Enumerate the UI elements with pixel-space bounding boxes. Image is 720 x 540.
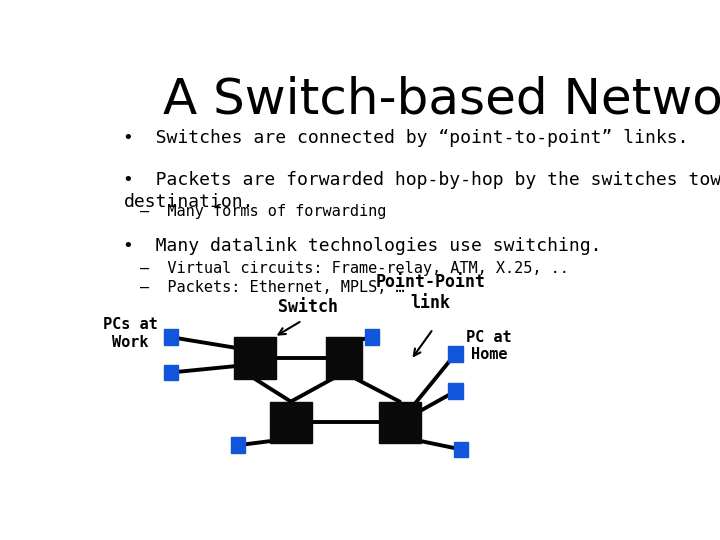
Bar (163, 364, 178, 380)
Bar (325, 337, 362, 379)
Bar (230, 437, 245, 453)
Text: •  Switches are connected by “point-to-point” links.: • Switches are connected by “point-to-po… (124, 129, 689, 147)
Text: PCs at
Work: PCs at Work (103, 317, 158, 349)
Text: Switch: Switch (278, 299, 338, 316)
Bar (364, 329, 379, 345)
Text: Point-Point
link: Point-Point link (375, 273, 485, 312)
Text: •  Many datalink technologies use switching.: • Many datalink technologies use switchi… (124, 238, 602, 255)
Bar (379, 402, 420, 443)
Bar (454, 442, 468, 457)
Bar (163, 329, 178, 345)
Text: –  Virtual circuits: Frame-relay, ATM, X.25, ..: – Virtual circuits: Frame-relay, ATM, X.… (140, 261, 569, 276)
Text: PC at
Home: PC at Home (466, 330, 512, 362)
Text: A Switch-based Network: A Switch-based Network (163, 75, 720, 123)
Text: –  Many forms of forwarding: – Many forms of forwarding (140, 204, 387, 219)
Text: –  Packets: Ethernet, MPLS, …: – Packets: Ethernet, MPLS, … (140, 280, 405, 295)
Bar (449, 346, 463, 362)
Bar (270, 402, 312, 443)
Text: •  Packets are forwarded hop-by-hop by the switches towards the
destination.: • Packets are forwarded hop-by-hop by th… (124, 171, 720, 211)
Bar (449, 383, 463, 399)
Bar (234, 337, 276, 379)
